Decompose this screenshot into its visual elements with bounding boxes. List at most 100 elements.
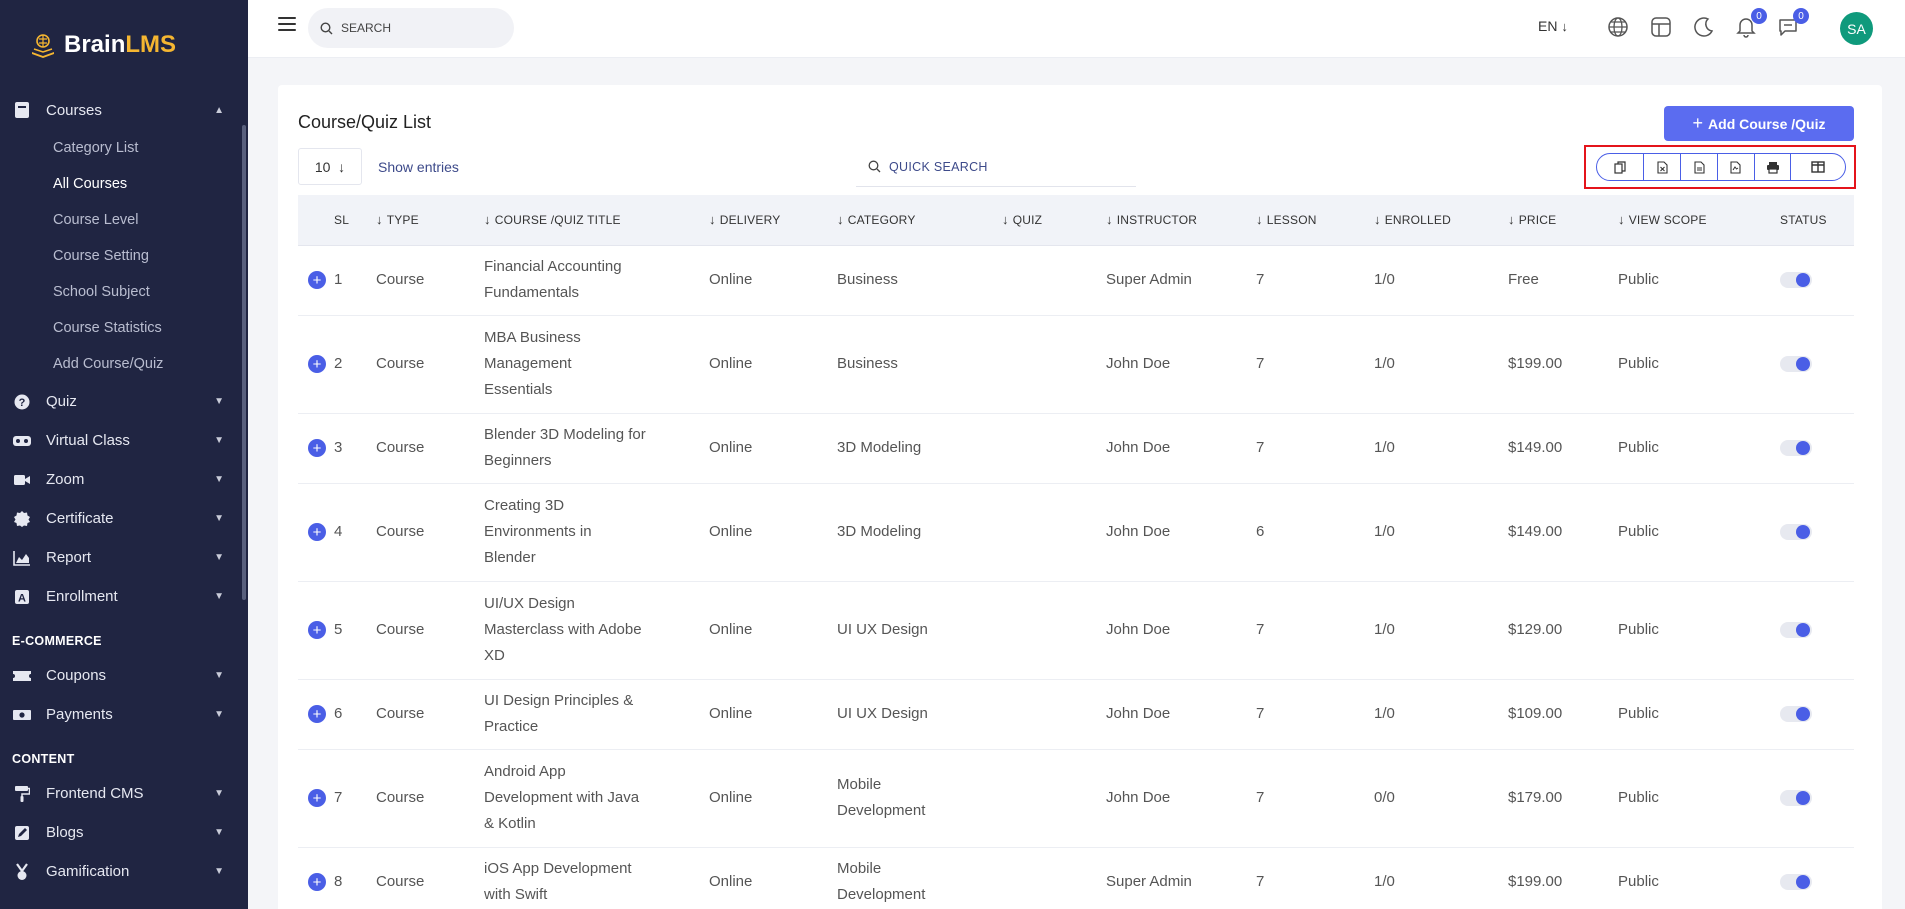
sidebar-item-blogs[interactable]: Blogs ▼	[0, 813, 248, 852]
sidebar-item-coupons[interactable]: Coupons ▼	[0, 656, 248, 695]
status-toggle[interactable]	[1780, 622, 1812, 639]
expand-row-icon[interactable]: +	[308, 705, 326, 724]
cell-title[interactable]: Creating 3D Environments in Blender	[484, 483, 709, 582]
column-header-label: SL	[334, 212, 350, 227]
quick-search-input[interactable]	[889, 159, 1119, 174]
copy-button[interactable]	[1597, 154, 1645, 180]
sidebar-subitem-add-course-quiz[interactable]: Add Course/Quiz	[53, 356, 164, 372]
table-row: +5 Course UI/UX Design Masterclass with Ado…	[298, 581, 1854, 680]
category-line: Business	[837, 271, 898, 288]
sidebar-subitem-school-subject[interactable]: School Subject	[53, 284, 150, 300]
excel-button[interactable]	[1644, 154, 1682, 180]
print-button[interactable]	[1755, 154, 1792, 180]
globe-icon[interactable]	[1605, 14, 1631, 40]
chevron-down-icon: ▼	[214, 474, 224, 485]
chevron-down-icon: ▼	[214, 513, 224, 524]
sidebar-item-virtual-class[interactable]: Virtual Class ▼	[0, 421, 248, 460]
brand-logo[interactable]: BrainLMS	[0, 0, 248, 90]
certificate-seal-icon	[12, 509, 32, 529]
message-icon[interactable]: 0	[1775, 8, 1809, 40]
sidebar-item-zoom[interactable]: Zoom ▼	[0, 460, 248, 499]
sidebar-subitem-course-statistics[interactable]: Course Statistics	[53, 320, 162, 336]
sidebar-subitem-course-setting[interactable]: Course Setting	[53, 248, 149, 264]
expand-row-icon[interactable]: +	[308, 789, 326, 808]
column-header-delivery[interactable]: ↓ DELIVERY	[709, 195, 837, 246]
add-course-button[interactable]: + Add Course /Quiz	[1664, 106, 1854, 141]
column-header-lesson[interactable]: ↓ LESSON	[1256, 195, 1374, 246]
expand-row-icon[interactable]: +	[308, 355, 326, 374]
cell-title[interactable]: iOS App Development with Swift	[484, 847, 709, 909]
expand-row-icon[interactable]: +	[308, 873, 326, 892]
language-selector[interactable]: EN ↓	[1538, 18, 1568, 34]
sidebar-item-frontend-cms[interactable]: Frontend CMS ▼	[0, 774, 248, 813]
sidebar-item-label: Zoom	[46, 471, 85, 488]
global-search[interactable]	[308, 8, 514, 48]
sidebar-subitem-category-list[interactable]: Category List	[53, 140, 139, 156]
sidebar-item-payments[interactable]: Payments ▼	[0, 695, 248, 734]
courses-submenu: Category List All Courses Course Level Cour…	[0, 130, 248, 382]
column-header-category[interactable]: ↓ CATEGORY	[837, 195, 1002, 246]
status-toggle[interactable]	[1780, 874, 1812, 891]
sidebar-item-gamification[interactable]: Gamification ▼	[0, 852, 248, 891]
menu-toggle-icon[interactable]	[278, 17, 296, 33]
sidebar-item-certificate[interactable]: Certificate ▼	[0, 499, 248, 538]
notification-bell-icon[interactable]: 0	[1733, 8, 1767, 40]
column-header-label: STATUS	[1780, 212, 1827, 227]
cell-lesson: 7	[1256, 679, 1374, 750]
svg-text:?: ?	[19, 397, 26, 409]
chevron-down-icon: ▼	[214, 670, 224, 681]
column-header-status[interactable]: STATUS	[1768, 195, 1854, 246]
column-header-instructor[interactable]: ↓ INSTRUCTOR	[1106, 195, 1256, 246]
cell-quiz	[1002, 679, 1106, 750]
sidebar-subitem-all-courses[interactable]: All Courses	[53, 176, 128, 192]
cell-status	[1768, 679, 1854, 750]
entries-select[interactable]: 10 ↓	[298, 148, 362, 185]
status-toggle[interactable]	[1780, 706, 1812, 723]
cell-delivery: Online	[709, 581, 837, 680]
cell-title[interactable]: Android App Development with Java & Kotlin	[484, 749, 709, 848]
avatar[interactable]: SA	[1840, 12, 1873, 45]
sidebar-subitem-course-level[interactable]: Course Level	[53, 212, 139, 228]
column-header-type[interactable]: ↓ TYPE	[376, 195, 484, 246]
expand-row-icon[interactable]: +	[308, 439, 326, 458]
status-toggle[interactable]	[1780, 272, 1812, 289]
quick-search[interactable]	[856, 147, 1136, 187]
status-toggle[interactable]	[1780, 440, 1812, 457]
cell-title[interactable]: MBA Business Management Essentials	[484, 315, 709, 414]
table-header-row: SL ↓ TYPE ↓ COURSE /QUIZ TITLE ↓ DELIVERY ↓ CATE…	[298, 195, 1854, 246]
sort-arrow-icon: ↓	[1002, 212, 1009, 228]
expand-row-icon[interactable]: +	[308, 621, 326, 640]
cell-title[interactable]: Financial Accounting Fundamentals	[484, 245, 709, 316]
cell-quiz	[1002, 749, 1106, 848]
status-toggle[interactable]	[1780, 524, 1812, 541]
row-number: 8	[334, 873, 343, 890]
status-toggle[interactable]	[1780, 790, 1812, 807]
csv-button[interactable]	[1681, 154, 1718, 180]
layout-icon[interactable]	[1648, 14, 1674, 40]
sidebar-item-label: Payments	[46, 706, 113, 723]
columns-button[interactable]	[1791, 154, 1845, 180]
column-header-quiz[interactable]: ↓ QUIZ	[1002, 195, 1106, 246]
cell-title[interactable]: UI Design Principles & Practice	[484, 679, 709, 750]
sidebar-scrollbar[interactable]	[242, 125, 246, 600]
column-header-sl[interactable]: SL	[298, 195, 376, 246]
cell-title[interactable]: Blender 3D Modeling for Beginners	[484, 413, 709, 484]
expand-row-icon[interactable]: +	[308, 271, 326, 290]
column-header-course-quiz-title[interactable]: ↓ COURSE /QUIZ TITLE	[484, 195, 709, 246]
global-search-input[interactable]	[341, 21, 491, 35]
status-toggle[interactable]	[1780, 356, 1812, 373]
pdf-button[interactable]	[1718, 154, 1755, 180]
cell-price: $149.00	[1508, 483, 1618, 582]
sidebar-item-courses[interactable]: Courses ▲	[0, 90, 248, 130]
sidebar-item-enrollment[interactable]: A Enrollment ▼	[0, 577, 248, 616]
dark-mode-moon-icon[interactable]	[1691, 14, 1717, 40]
cell-title[interactable]: UI/UX Design Masterclass with Adobe XD	[484, 581, 709, 680]
sidebar-item-quiz[interactable]: ? Quiz ▼	[0, 382, 248, 421]
column-header-enrolled[interactable]: ↓ ENROLLED	[1374, 195, 1508, 246]
row-number: 7	[334, 789, 343, 806]
column-header-price[interactable]: ↓ PRICE	[1508, 195, 1618, 246]
chevron-down-icon: ▼	[214, 827, 224, 838]
column-header-view-scope[interactable]: ↓ VIEW SCOPE	[1618, 195, 1768, 246]
expand-row-icon[interactable]: +	[308, 523, 326, 542]
sidebar-item-report[interactable]: Report ▼	[0, 538, 248, 577]
